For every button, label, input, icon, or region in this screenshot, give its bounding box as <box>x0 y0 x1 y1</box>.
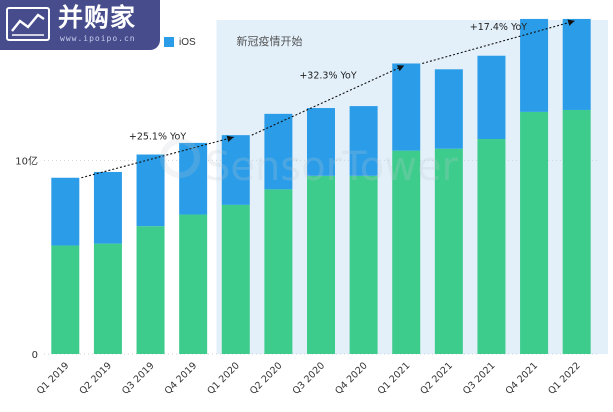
x-tick-label-7: Q4 2020 <box>333 360 370 397</box>
x-tick-label-6: Q3 2020 <box>291 360 328 397</box>
legend: iOS <box>164 36 196 48</box>
logo-url: www.ipoipo.cn <box>60 34 136 43</box>
bar-lower-1 <box>93 243 122 354</box>
bar-lower-10 <box>477 139 506 354</box>
x-tick-label-8: Q1 2021 <box>376 360 413 397</box>
bar-ios-5 <box>264 113 293 190</box>
bar-ios-10 <box>477 55 506 140</box>
bar-lower-0 <box>51 245 80 354</box>
x-tick-label-12: Q1 2022 <box>546 360 583 397</box>
watermark-logo <box>160 138 200 178</box>
bar-lower-3 <box>179 214 208 354</box>
y-tick-label-1: 10亿 <box>15 154 38 167</box>
watermark-text: SensorTower <box>205 144 458 190</box>
legend-swatch-ios <box>164 37 174 47</box>
x-tick-label-4: Q1 2020 <box>205 360 242 397</box>
trend-label-0: +25.1% YoY <box>129 131 187 142</box>
bar-ios-7 <box>349 106 378 176</box>
bar-lower-6 <box>307 175 335 354</box>
bar-lower-8 <box>392 150 421 354</box>
bar-ios-8 <box>392 63 421 151</box>
trend-label-1: +32.3% YoY <box>299 70 357 81</box>
x-tick-label-9: Q2 2021 <box>418 360 455 397</box>
bar-ios-1 <box>93 171 122 244</box>
bar-lower-11 <box>520 111 549 354</box>
x-tick-label-1: Q2 2019 <box>77 360 114 397</box>
x-tick-label-10: Q3 2021 <box>461 360 498 397</box>
legend-label-ios: iOS <box>179 36 196 48</box>
bar-lower-9 <box>434 148 463 354</box>
x-tick-label-11: Q4 2021 <box>504 360 541 397</box>
shaded-region-label: 新冠疫情开始 <box>236 34 302 48</box>
bar-ios-6 <box>307 108 335 176</box>
bar-lower-4 <box>221 204 250 354</box>
site-logo: 并购家 www.ipoipo.cn <box>0 0 160 50</box>
trend-label-2: +17.4% YoY <box>470 22 528 33</box>
bar-ios-0 <box>51 177 80 246</box>
bar-ios-11 <box>520 18 549 112</box>
bar-lower-5 <box>264 189 293 354</box>
x-tick-label-5: Q2 2020 <box>248 360 285 397</box>
x-tick-label-3: Q4 2019 <box>163 360 200 397</box>
y-tick-label-0: 0 <box>32 350 38 361</box>
x-tick-label-2: Q3 2019 <box>120 360 157 397</box>
chart-line-icon <box>6 7 50 41</box>
x-tick-label-0: Q1 2019 <box>35 360 72 397</box>
bar-ios-4 <box>221 135 250 205</box>
bar-ios-2 <box>136 154 165 227</box>
logo-text: 并购家 <box>58 3 137 32</box>
bar-ios-12 <box>562 18 591 110</box>
bar-lower-12 <box>562 109 591 354</box>
bar-lower-7 <box>349 175 378 354</box>
bar-lower-2 <box>136 226 165 354</box>
bar-ios-9 <box>434 69 463 149</box>
